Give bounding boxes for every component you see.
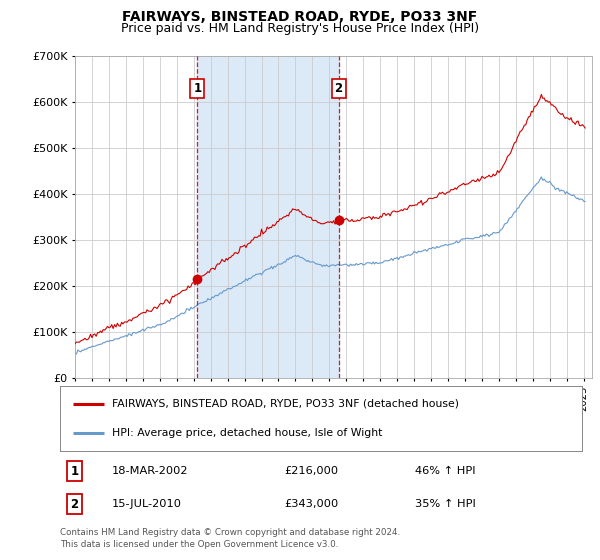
Text: 46% ↑ HPI: 46% ↑ HPI	[415, 466, 476, 476]
Text: 18-MAR-2002: 18-MAR-2002	[112, 466, 188, 476]
Text: 2: 2	[71, 497, 79, 511]
Text: 15-JUL-2010: 15-JUL-2010	[112, 499, 182, 509]
Text: Contains HM Land Registry data © Crown copyright and database right 2024.: Contains HM Land Registry data © Crown c…	[60, 528, 400, 536]
Text: FAIRWAYS, BINSTEAD ROAD, RYDE, PO33 3NF: FAIRWAYS, BINSTEAD ROAD, RYDE, PO33 3NF	[122, 10, 478, 24]
Text: HPI: Average price, detached house, Isle of Wight: HPI: Average price, detached house, Isle…	[112, 428, 383, 438]
Text: 1: 1	[193, 82, 202, 95]
Text: 35% ↑ HPI: 35% ↑ HPI	[415, 499, 476, 509]
Text: £343,000: £343,000	[284, 499, 339, 509]
Text: Price paid vs. HM Land Registry's House Price Index (HPI): Price paid vs. HM Land Registry's House …	[121, 22, 479, 35]
Text: 2: 2	[334, 82, 343, 95]
Text: FAIRWAYS, BINSTEAD ROAD, RYDE, PO33 3NF (detached house): FAIRWAYS, BINSTEAD ROAD, RYDE, PO33 3NF …	[112, 399, 459, 409]
Text: This data is licensed under the Open Government Licence v3.0.: This data is licensed under the Open Gov…	[60, 540, 338, 549]
Text: 1: 1	[71, 465, 79, 478]
Bar	[197, 56, 338, 378]
Text: £216,000: £216,000	[284, 466, 338, 476]
